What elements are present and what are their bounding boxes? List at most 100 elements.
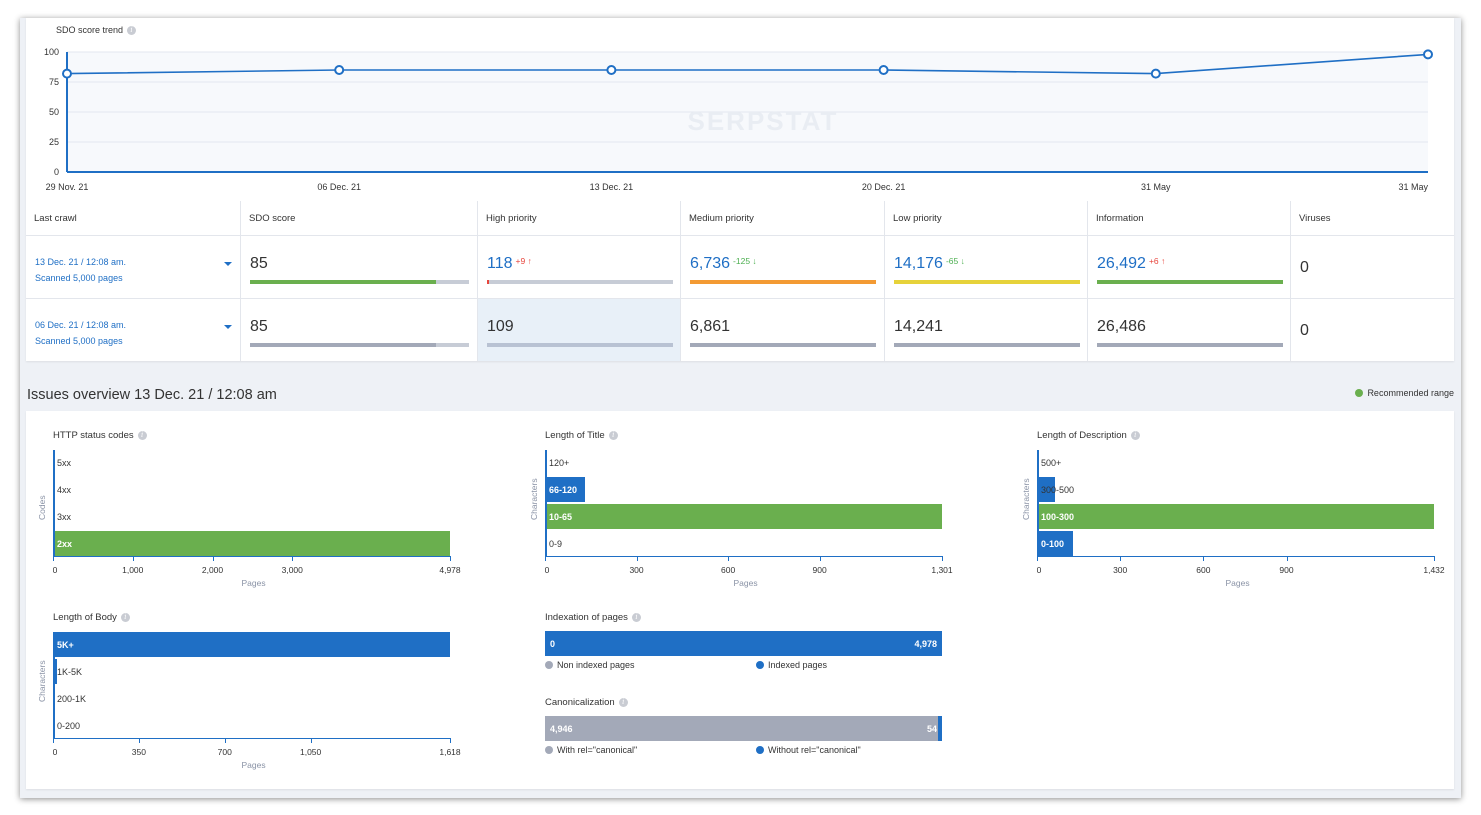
x-tick-label: 31 May: [1141, 182, 1171, 192]
bar-0-100[interactable]: [1037, 531, 1074, 556]
medium-priority-cell[interactable]: 6,736 -125 ↓: [680, 236, 884, 298]
length-of-body-chart: Length of Body i 5K+ 1K-5K 200-1K 0-200 0 350 7…: [37, 612, 473, 787]
low-priority-value[interactable]: 14,176: [894, 255, 943, 272]
trend-point[interactable]: [606, 65, 617, 75]
trend-point[interactable]: [62, 68, 72, 79]
sdo-score-cell: 85: [240, 299, 477, 361]
y-tick-label: 75: [49, 77, 59, 87]
bar-category-label: 3xx: [57, 512, 72, 522]
medium-priority-cell[interactable]: 6,861: [680, 299, 884, 361]
bar-category-label: 100-300: [1041, 512, 1075, 522]
high-priority-bar-fill: [487, 280, 490, 284]
info-icon[interactable]: i: [608, 430, 618, 440]
bar-2xx[interactable]: [53, 531, 450, 556]
x-axis-title: Pages: [241, 578, 266, 588]
bar-category-label: 4xx: [57, 485, 72, 495]
legend-non-indexed: Non indexed pages: [545, 660, 635, 670]
high-priority-value[interactable]: 118: [487, 255, 513, 272]
sdo-score-bar-fill: [250, 343, 437, 347]
info-icon[interactable]: i: [1130, 430, 1140, 440]
trend-title-text: SDO score trend: [56, 25, 124, 35]
low-priority-cell[interactable]: 14,241: [884, 299, 1087, 361]
x-tick-label: 0: [544, 565, 550, 575]
info-icon[interactable]: i: [631, 612, 641, 622]
sdo-score-cell: 85: [240, 236, 477, 298]
legend-without-canonical: Without rel="canonical": [756, 745, 861, 755]
x-tick-label: 0: [1036, 565, 1042, 575]
x-tick-label: 1,432: [1423, 565, 1445, 575]
viruses-value: 0: [1300, 322, 1309, 339]
low-priority-value[interactable]: 14,241: [894, 318, 943, 335]
y-tick-label: 50: [49, 107, 59, 117]
high-priority-value[interactable]: 109: [487, 318, 514, 335]
information-cell[interactable]: 26,492 +6 ↑: [1087, 236, 1290, 298]
trend-point[interactable]: [1423, 49, 1433, 60]
bar-category-label: 2xx: [57, 539, 73, 549]
medium-priority-value[interactable]: 6,736: [690, 255, 731, 272]
with-canonical-segment[interactable]: [545, 716, 938, 741]
crawl-date-text[interactable]: 06 Dec. 21 / 12:08 am. Scanned 5,000 pag…: [35, 317, 126, 349]
x-axis-line: [545, 556, 942, 557]
indexed-value: 4,978: [914, 639, 937, 649]
medium-priority-number[interactable]: 6,736 -125 ↓: [690, 255, 757, 273]
arrow-down-icon: ↓: [750, 256, 757, 266]
sdo-score-bar-fill: [250, 280, 437, 284]
information-cell[interactable]: 26,486: [1087, 299, 1290, 361]
information-value[interactable]: 26,492: [1097, 255, 1146, 272]
info-icon[interactable]: i: [127, 26, 137, 36]
low-priority-cell[interactable]: 14,176 -65 ↓: [884, 236, 1087, 298]
legend-with-canonical: With rel="canonical": [545, 745, 637, 755]
bar-row: 100-300: [1037, 504, 1434, 529]
indexed-segment[interactable]: [545, 631, 942, 656]
y-axis-line: [53, 632, 55, 738]
trend-point[interactable]: [878, 65, 889, 75]
bar-300-500[interactable]: [1037, 477, 1056, 502]
x-tick-label: 1,618: [439, 747, 461, 757]
without-canonical-segment[interactable]: [937, 716, 942, 741]
info-icon[interactable]: i: [120, 612, 130, 622]
crawl-date-select[interactable]: 13 Dec. 21 / 12:08 am. Scanned 5,000 pag…: [26, 236, 240, 298]
bar-10-65[interactable]: [545, 504, 942, 529]
bar-66-120[interactable]: [545, 477, 585, 502]
high-priority-cell[interactable]: 109: [477, 299, 680, 361]
bar-5K+[interactable]: [53, 632, 450, 657]
low-priority-delta: -65 ↓: [946, 256, 965, 266]
info-delta-value: +6: [1148, 256, 1159, 266]
trend-point[interactable]: [1150, 68, 1161, 79]
high-priority-number[interactable]: 118 +9 ↑: [487, 255, 532, 273]
y-axis-line: [545, 450, 547, 556]
x-tick-label: 31 May: [1398, 182, 1428, 192]
low-priority-bar: [894, 280, 1080, 284]
chevron-down-icon[interactable]: [224, 325, 232, 329]
medium-priority-value[interactable]: 6,861: [690, 318, 731, 335]
y-axis-title: Characters: [529, 478, 539, 520]
information-value[interactable]: 26,486: [1097, 318, 1146, 335]
information-number[interactable]: 26,492 +6 ↑: [1097, 255, 1165, 273]
viruses-value: 0: [1300, 259, 1309, 276]
crawl-date-select[interactable]: 06 Dec. 21 / 12:08 am. Scanned 5,000 pag…: [26, 299, 240, 361]
trend-point[interactable]: [334, 65, 345, 75]
x-tick-label: 900: [1279, 565, 1294, 575]
high-priority-cell[interactable]: 118 +9 ↑: [477, 236, 680, 298]
non-indexed-value: 0: [550, 639, 556, 649]
bar-1K-5K[interactable]: [53, 659, 58, 684]
x-tick: [1037, 556, 1038, 561]
http-status-codes-chart: HTTP status codes i 5xx 4xx 3xx 2xx 0 1,000 2,0…: [37, 430, 473, 610]
crawl-date-text[interactable]: 13 Dec. 21 / 12:08 am. Scanned 5,000 pag…: [35, 254, 126, 286]
bar-row: 0-200: [53, 713, 450, 738]
header-sdo-score: SDO score: [240, 201, 477, 235]
x-tick-label: 0: [52, 565, 58, 575]
sdo-score-bar: [250, 280, 469, 284]
medium-delta-value: -125: [733, 256, 751, 266]
x-tick: [310, 738, 312, 743]
info-icon[interactable]: i: [618, 697, 628, 707]
crawl-date[interactable]: 13 Dec. 21 / 12:08 am.: [35, 257, 127, 267]
crawl-date[interactable]: 06 Dec. 21 / 12:08 am.: [35, 320, 127, 330]
bar-100-300[interactable]: [1037, 504, 1434, 529]
canonical-stacked-bar: 4,946 54: [545, 716, 942, 741]
blue-dot-icon: [756, 746, 764, 754]
information-delta: +6 ↑: [1149, 256, 1165, 266]
info-icon[interactable]: i: [137, 430, 147, 440]
chevron-down-icon[interactable]: [224, 262, 232, 266]
low-priority-number[interactable]: 14,176 -65 ↓: [894, 255, 965, 273]
